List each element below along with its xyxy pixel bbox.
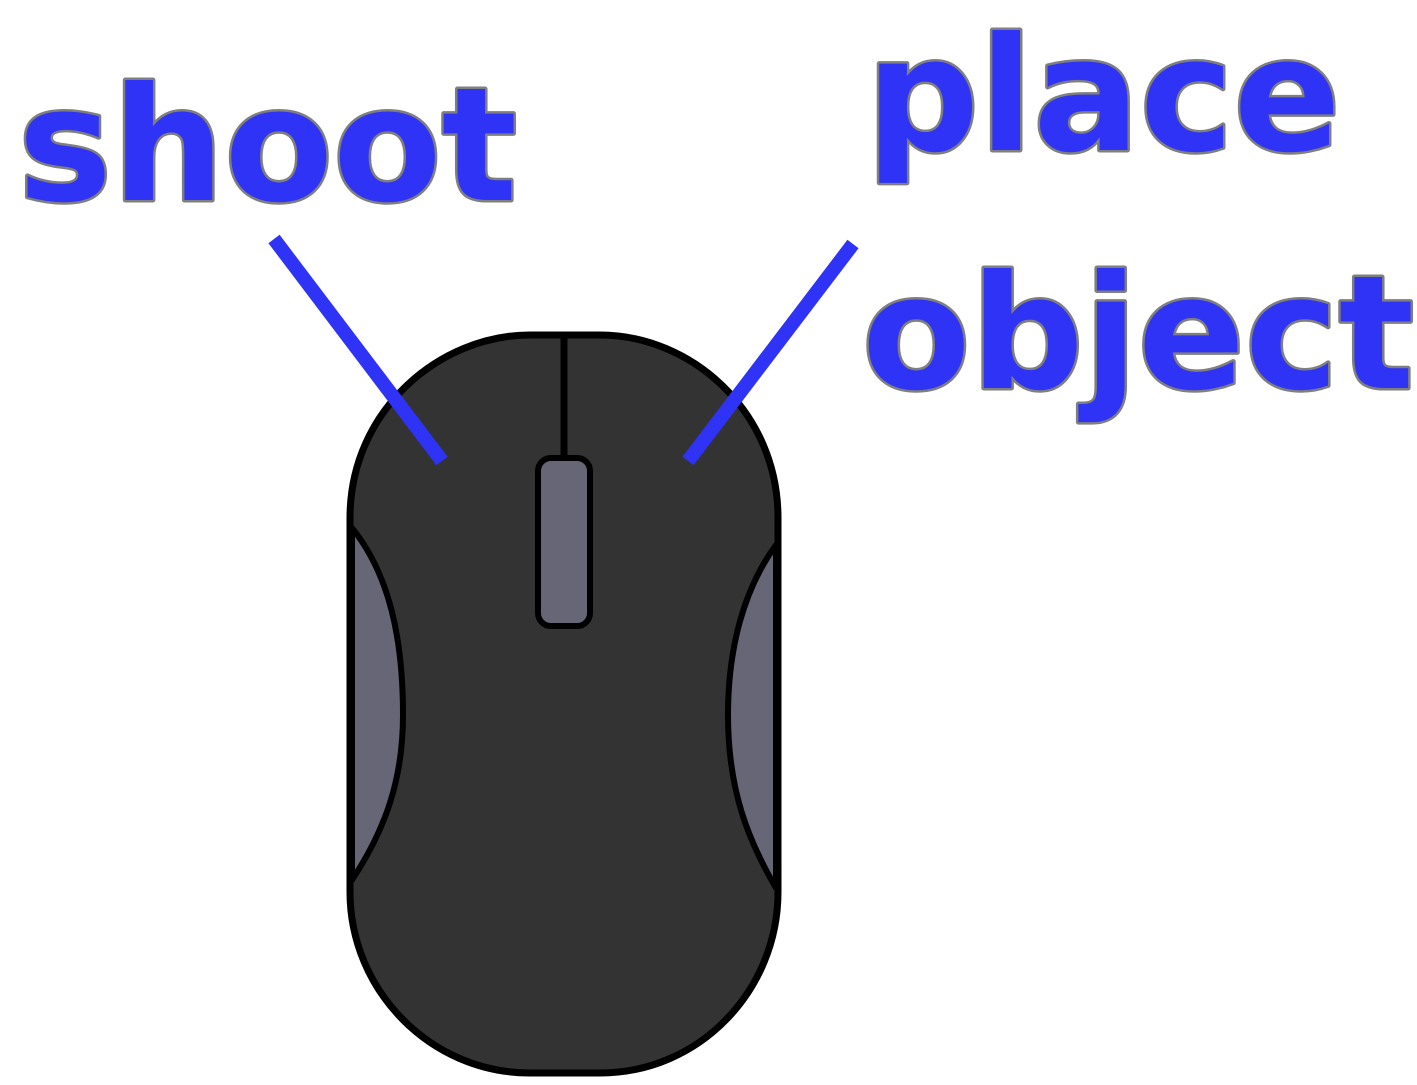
- left-click-label: shoot: [18, 54, 517, 238]
- computer-mouse-icon: [346, 331, 782, 1077]
- place-object-leader-line: [682, 239, 859, 466]
- left-side-grip: [349, 525, 406, 883]
- scroll-wheel: [535, 455, 593, 629]
- right-side-grip: [725, 542, 779, 891]
- right-click-label-line1: place: [866, 4, 1341, 188]
- right-click-label-line2: object: [862, 242, 1414, 426]
- shoot-leader-line: [268, 234, 448, 466]
- mouse-body: [346, 331, 782, 1077]
